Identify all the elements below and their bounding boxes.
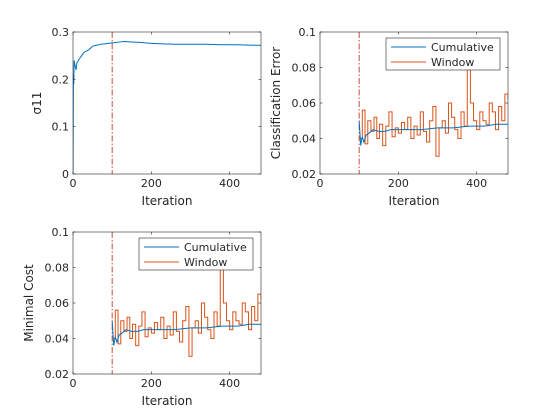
x-axis-label: Iteration [142,194,193,208]
y-tick-label: 0.08 [45,262,70,275]
y-tick-label: 0.3 [52,26,70,39]
y-tick-label: 0 [62,168,69,181]
plot-content [111,232,261,374]
legend: Cumulative Window [138,237,254,271]
y-tick-label: 0.1 [52,226,70,239]
legend-box [385,37,501,71]
series-line-window [112,258,261,357]
y-tick-label: 0.04 [292,133,317,146]
legend-box [138,237,254,271]
legend-label-cumulative: Cumulative [431,41,494,54]
series-line-cumulative [358,120,508,146]
x-tick-label: 400 [219,377,240,390]
plot-content [73,32,261,174]
legend-label-window: Window [184,256,227,269]
series-line-window [359,58,508,157]
y-axis-label: Minimal Cost [22,264,36,342]
x-tick-label: 400 [466,177,487,190]
y-tick-label: 0.06 [292,97,317,110]
x-tick-label: 200 [388,177,409,190]
x-axis-label: Iteration [389,194,440,208]
x-tick-label: 200 [141,177,162,190]
series-line-cumulative [111,320,261,346]
x-axis-label: Iteration [142,394,193,408]
y-tick-label: 0.02 [45,368,70,381]
chart-1: 0 200 400 0 0.1 0.2 0.3 Iteration σ11 [30,26,262,208]
y-tick-label: 0.1 [299,26,317,39]
y-tick-label: 0.1 [52,121,70,134]
y-tick-label: 0.04 [45,333,70,346]
y-tick-label: 0.2 [52,73,70,86]
legend-label-cumulative: Cumulative [184,241,247,254]
x-tick-label: 0 [70,377,77,390]
legend-label-window: Window [431,56,474,69]
y-tick-label: 0.08 [292,62,317,75]
chart-2: 0 200 400 0.02 0.04 0.06 0.08 0.1 Iteration Class… [269,26,509,208]
x-tick-label: 0 [317,177,324,190]
y-axis-label: σ11 [30,92,44,115]
y-tick-label: 0.06 [45,297,70,310]
series-line-sigma [73,40,261,174]
plot-area [73,32,261,174]
y-tick-label: 0.02 [292,168,317,181]
legend: Cumulative Window [385,37,501,71]
plot-content [358,32,508,174]
chart-3: 0 200 400 0.02 0.04 0.06 0.08 0.1 Iteration Minim… [22,226,262,408]
x-tick-label: 0 [70,177,77,190]
x-tick-label: 200 [141,377,162,390]
x-tick-label: 400 [219,177,240,190]
y-axis-label: Classification Error [269,47,283,160]
axes-frame [72,31,262,175]
